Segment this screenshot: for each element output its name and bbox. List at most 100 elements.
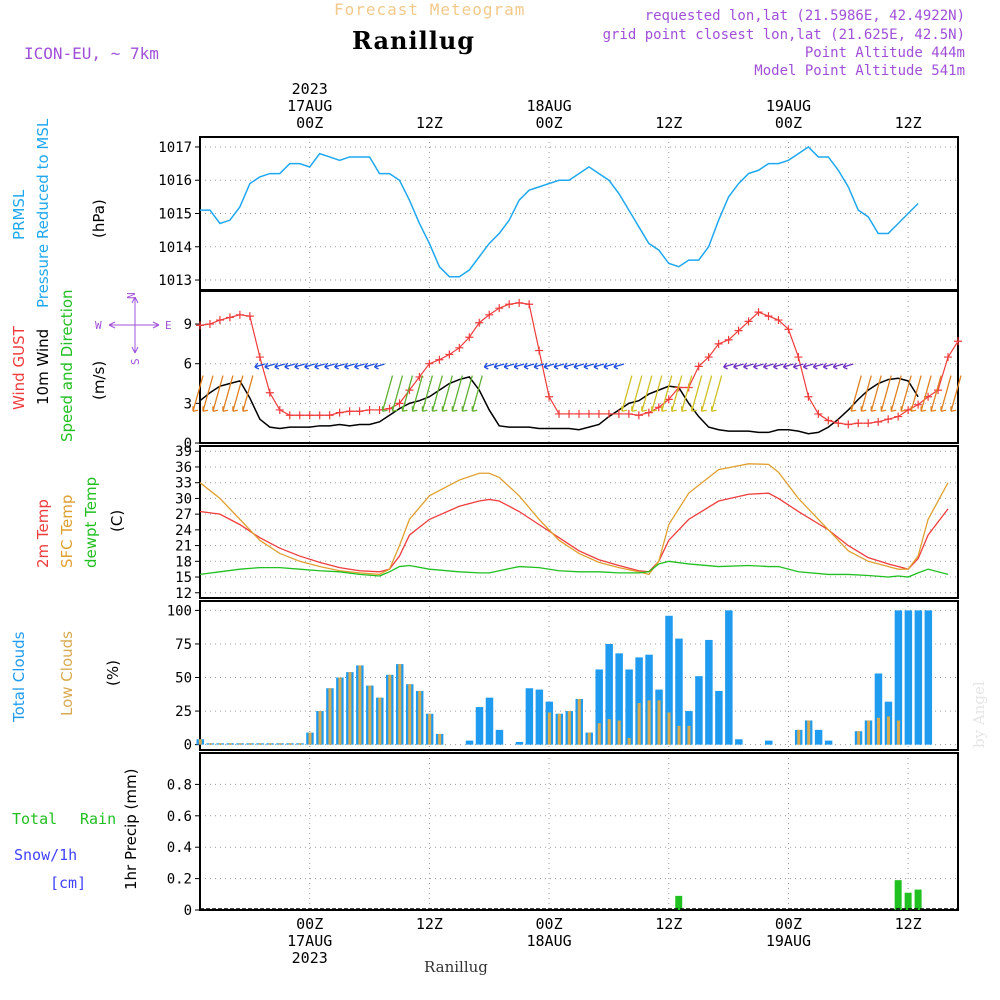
wind-gust-marker [724,335,733,344]
wind-direction-arrow [621,375,633,412]
wind-direction-arrow [294,362,305,370]
low-cloud-bar [278,743,282,745]
y-tick-label: 6 [184,357,192,373]
wind-direction-arrow [222,375,234,412]
wind-direction-arrow [553,362,565,370]
wind-gust-marker [634,411,643,420]
y-tick-label: 75 [175,637,192,653]
total-cloud-bar [874,673,883,745]
wind-gust-marker [714,339,723,348]
wind-direction-arrow [232,375,244,412]
total-cloud-bar [465,740,474,745]
total-cloud-bar [814,729,823,745]
compass-arrows-horizontal [108,321,160,329]
requested-coordinates: requested lon,lat (21.5986E, 42.4922N) [644,8,965,24]
wind-direction-arrow [880,375,892,412]
low-cloud-bar [547,712,551,745]
total-cloud-bar [675,638,683,745]
bottom-time-label: 18AUG [527,932,572,950]
y-tick-label: 27 [175,507,192,523]
wind-direction-arrow [603,362,615,370]
total-cloud-bar [615,653,623,745]
wind-direction-arrow [503,362,515,370]
dewpt-line [199,560,949,578]
total-cloud-bar [605,643,613,745]
y-tick-label: 15 [175,570,192,586]
y-tick-label: 0.6 [167,809,192,825]
wind-gust-marker [345,407,354,416]
model-point-altitude: Model Point Altitude 541m [754,63,965,79]
wind-gust-marker [465,333,474,342]
wind-gust-marker [844,420,853,429]
low-cloud-bar [218,743,222,745]
low-cloud-bar [248,743,252,745]
low-cloud-bar [368,685,372,745]
panel-frame [199,290,959,444]
wind-direction-arrow [593,362,605,370]
wind-gust-marker [814,409,823,418]
y-tick-label: 9 [184,317,192,333]
wind-gust-marker [215,316,224,325]
top-time-label: 19AUG [766,97,811,115]
wind-gust-marker [624,409,633,418]
y-tick-label: 1016 [158,173,192,189]
y-tick-label: 21 [175,539,192,555]
wind-direction-arrow [274,362,285,370]
low-cloud-bar [438,733,442,745]
total-cloud-bar [924,610,933,745]
wind-gust-marker [355,407,364,416]
wind-direction-arrow [753,362,764,370]
total-cloud-bar [645,654,653,745]
wind-direction-arrow [421,375,434,412]
wind-gust-marker [325,411,334,420]
rain-bar [914,889,922,910]
wind-gust-marker [704,353,713,362]
low-cloud-bar [607,719,611,745]
top-time-label: 00Z [296,114,323,132]
precip-total-label: Total [12,810,58,828]
wind-direction-arrow [523,362,535,370]
wind-gust-marker [225,313,234,322]
top-time-label: 2023 [292,80,328,98]
wind-gust-marker [245,312,254,321]
y-tick-label: 25 [175,704,192,720]
low-cloud-bar [807,720,811,745]
wind-direction-arrow [832,362,844,370]
y-tick-label: 1017 [158,140,192,156]
wind-direction-arrow [324,362,335,370]
wind-gust-marker [545,392,554,401]
top-time-label: 12Z [655,114,682,132]
wind-gust-marker [475,318,484,327]
wind-direction-arrow [762,362,774,370]
low-cloud-bar [577,698,581,745]
wind-direction-arrow [264,362,276,370]
y-tick-label: 12 [175,586,192,602]
wind-direction-arrow [701,375,713,412]
wind-direction-arrow [583,362,595,370]
wind-gust-marker [285,411,294,420]
wind-direction-arrow [710,375,723,412]
wind-gust-marker [395,399,404,408]
wind-direction-arrow [890,375,902,412]
total-cloud-bar [735,739,743,745]
low-cloud-bar [338,677,342,745]
wind-direction-arrow [641,375,653,412]
rain-bar [894,880,902,910]
wind-gust-marker [205,320,214,329]
grid-point-coordinates: grid point closest lon,lat (21.625E, 42.… [602,27,965,43]
y-tick-label: 0.8 [167,777,192,793]
low-cloud-bar [228,743,232,745]
total-cloud-bar [475,707,484,745]
low-cloud-bar [208,743,212,745]
wind-direction-arrow [613,362,625,370]
wind-gust-marker [305,411,314,420]
total-cloud-bar [515,741,524,745]
low-cloud-bar [627,737,631,745]
total-cloud-bar [625,669,633,745]
y-tick-label: 50 [175,671,192,687]
low-cloud-bar [657,700,661,745]
wind-gust-marker [614,409,623,418]
wind-direction-arrow [513,362,525,370]
wind-gust-marker [295,411,304,420]
low-cloud-bar [318,711,322,745]
